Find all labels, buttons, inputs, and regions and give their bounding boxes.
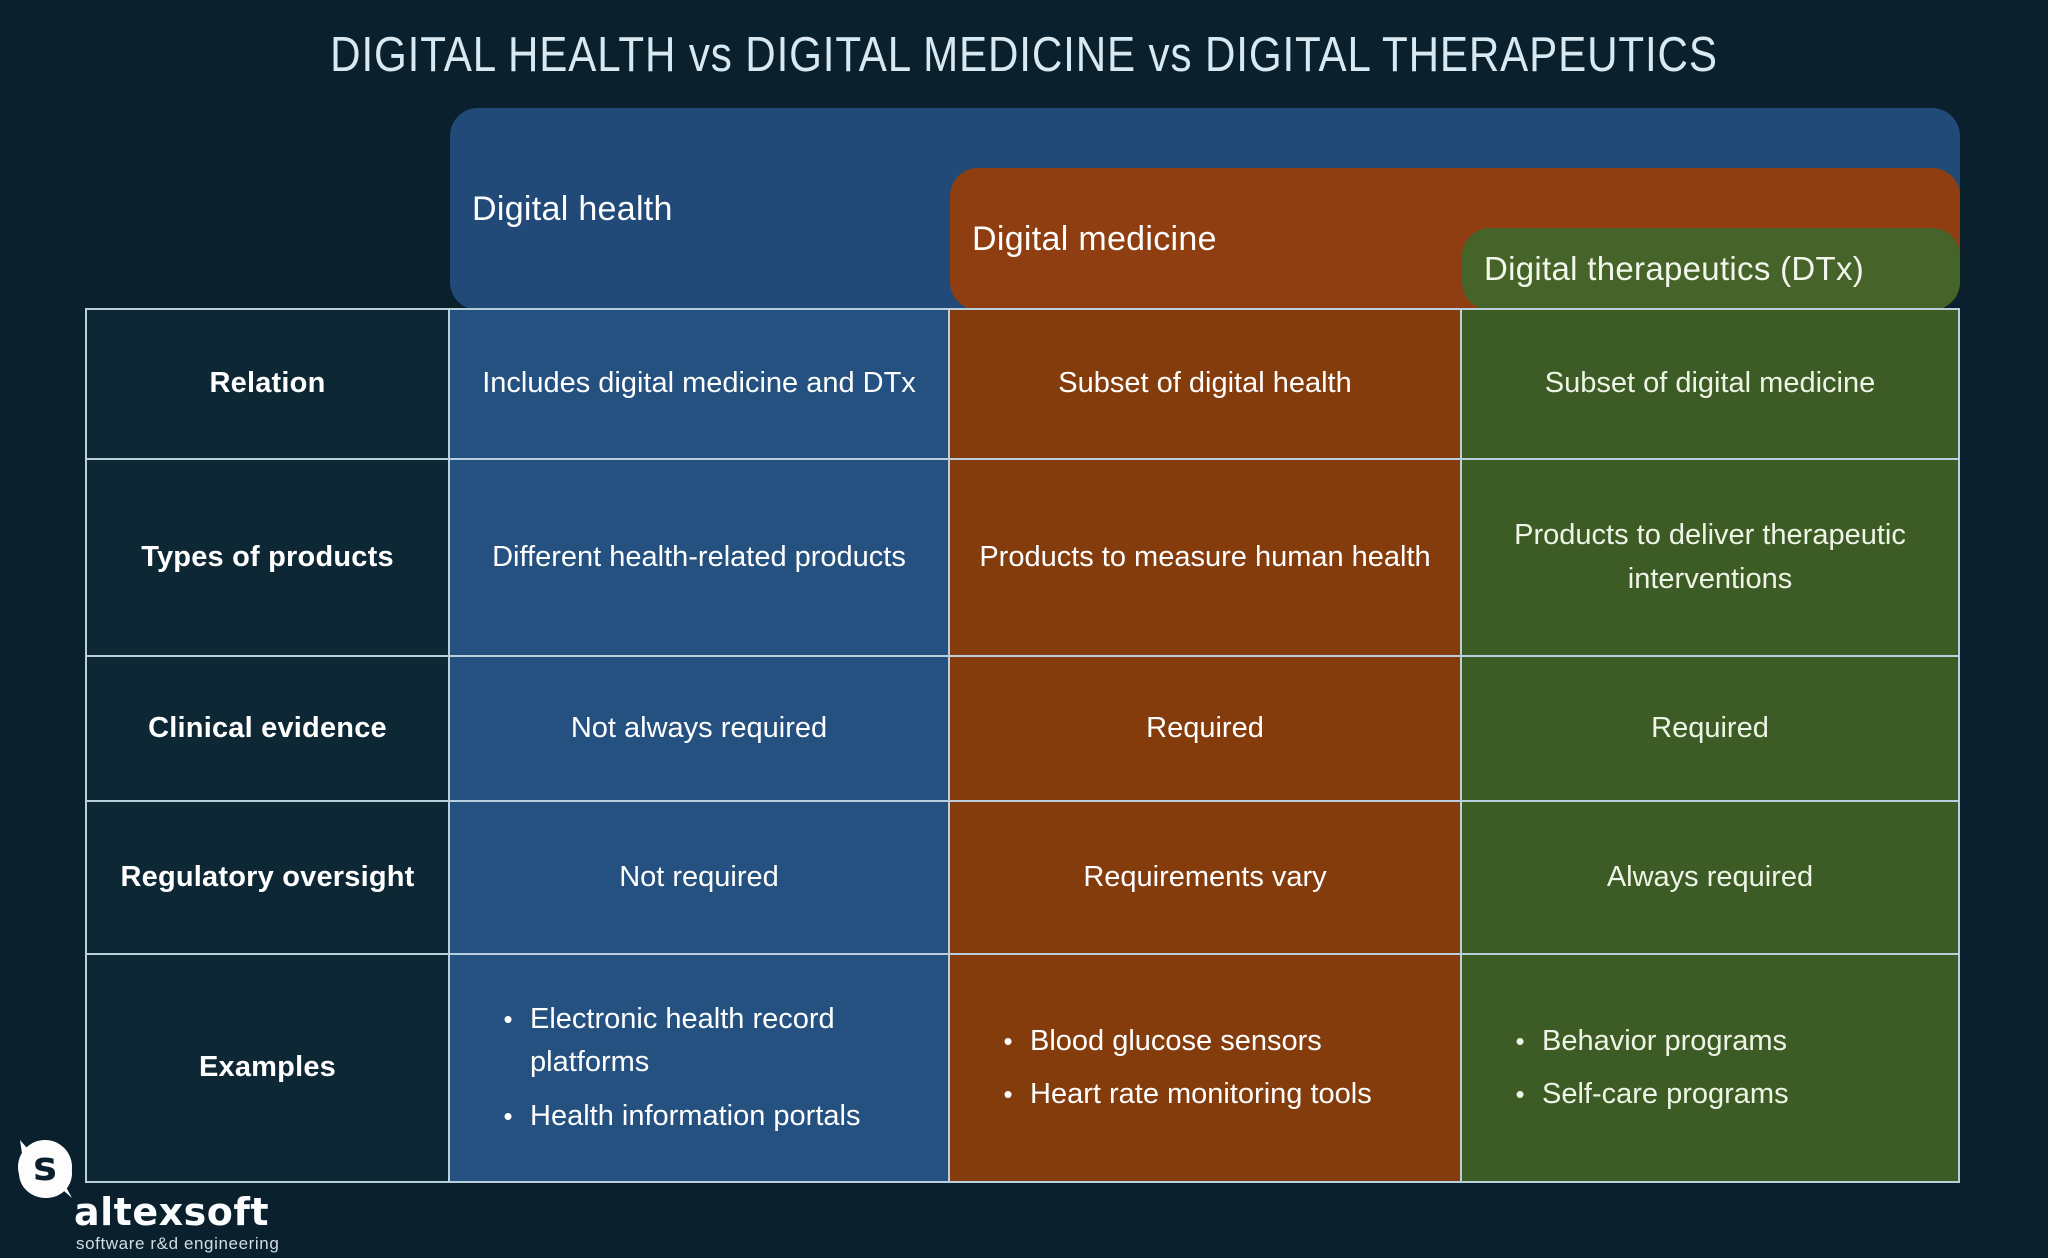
cell-types-digital-health: Different health-related products: [450, 460, 948, 655]
cell-oversight-digital-medicine: Requirements vary: [950, 802, 1460, 953]
cell-relation-digital-medicine: Subset of digital health: [950, 310, 1460, 458]
example-text: Electronic health record platforms: [530, 1002, 835, 1079]
bullet-icon: [986, 1020, 1030, 1064]
cell-oversight-digital-health: Not required: [450, 802, 948, 953]
svg-text:s: s: [33, 1144, 57, 1190]
cell-evidence-digital-health: Not always required: [450, 657, 948, 800]
row-label-relation: Relation: [87, 310, 448, 458]
brand-tagline: software r&d engineering: [76, 1234, 280, 1253]
row-label-clinical-evidence: Clinical evidence: [87, 657, 448, 800]
cell-types-digital-therapeutics: Products to deliver therapeutic interven…: [1462, 460, 1958, 655]
example-text: Self-care programs: [1542, 1078, 1789, 1110]
row-label-regulatory-oversight: Regulatory oversight: [87, 802, 448, 953]
altexsoft-speech-bubble-s-icon: s: [16, 1138, 76, 1207]
list-item: Electronic health record platforms: [486, 998, 932, 1085]
list-item: Self-care programs: [1498, 1073, 1942, 1117]
cell-evidence-digital-therapeutics: Required: [1462, 657, 1958, 800]
cell-examples-digital-medicine: Blood glucose sensors Heart rate monitor…: [950, 955, 1460, 1181]
example-text: Blood glucose sensors: [1030, 1024, 1322, 1057]
cell-relation-digital-health: Includes digital medicine and DTx: [450, 310, 948, 458]
cell-examples-digital-health: Electronic health record platforms Healt…: [450, 955, 948, 1181]
bullet-icon: [986, 1073, 1030, 1117]
example-text: Health information portals: [530, 1099, 861, 1132]
cell-types-digital-medicine: Products to measure human health: [950, 460, 1460, 655]
list-item: Health information portals: [486, 1095, 932, 1139]
cell-examples-digital-therapeutics: Behavior programs Self-care programs: [1462, 955, 1958, 1181]
page-title: DIGITAL HEALTH vs DIGITAL MEDICINE vs DI…: [330, 28, 1718, 82]
cell-evidence-digital-medicine: Required: [950, 657, 1460, 800]
brand-name: altexsoft: [74, 1190, 270, 1234]
header-label-digital-health: Digital health: [472, 189, 673, 228]
header-label-digital-therapeutics: Digital therapeutics (DTx): [1484, 250, 1865, 287]
bullet-icon: [486, 1095, 530, 1139]
example-text: Behavior programs: [1542, 1024, 1787, 1057]
example-text: Heart rate monitoring tools: [1030, 1078, 1372, 1110]
row-label-examples: Examples: [87, 955, 448, 1181]
list-item: Behavior programs: [1498, 1020, 1942, 1064]
list-item: Blood glucose sensors: [986, 1020, 1444, 1064]
list-item: Heart rate monitoring tools: [986, 1073, 1444, 1117]
header-box-digital-therapeutics: Digital therapeutics (DTx): [1462, 228, 1960, 310]
cell-relation-digital-therapeutics: Subset of digital medicine: [1462, 310, 1958, 458]
bullet-icon: [1498, 1020, 1542, 1064]
bullet-icon: [486, 998, 530, 1085]
header-label-digital-medicine: Digital medicine: [972, 219, 1217, 258]
comparison-table: Relation Includes digital medicine and D…: [85, 308, 1960, 1183]
cell-oversight-digital-therapeutics: Always required: [1462, 802, 1958, 953]
bullet-icon: [1498, 1073, 1542, 1117]
row-label-types-of-products: Types of products: [87, 460, 448, 655]
